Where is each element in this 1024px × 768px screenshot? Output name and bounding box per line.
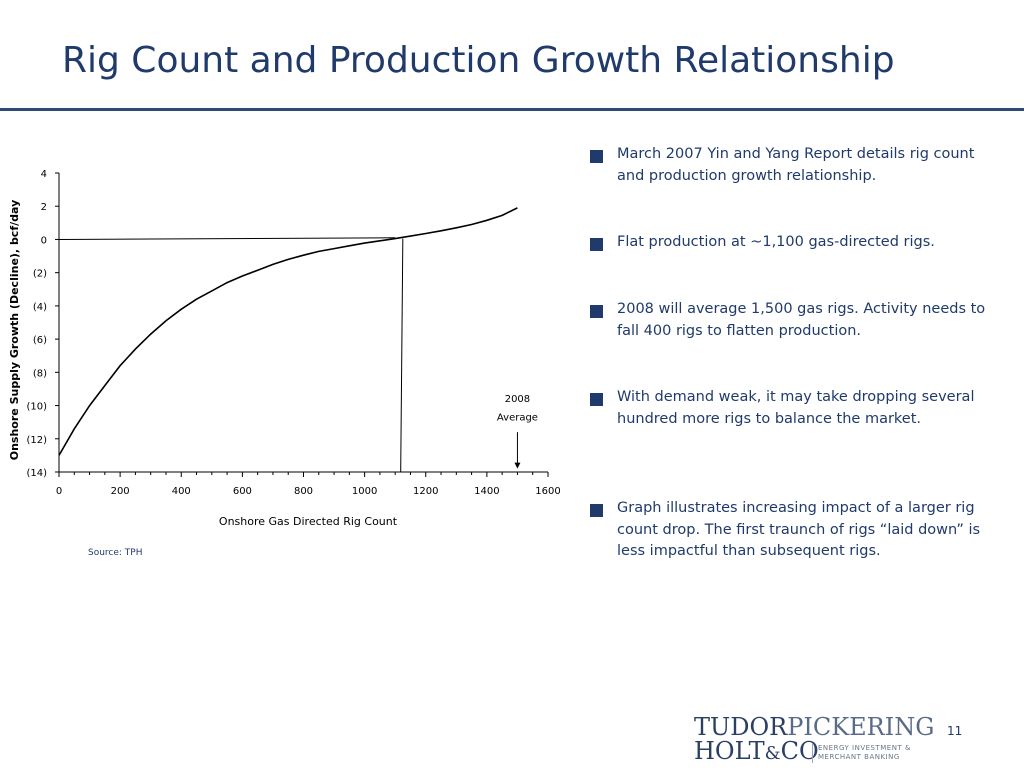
- x-tick-label: 1000: [352, 486, 377, 497]
- annotation-label: Average: [497, 413, 538, 424]
- y-tick-label: (10): [26, 402, 47, 413]
- y-tick-label: (12): [26, 435, 47, 446]
- logo-divider: [812, 743, 813, 763]
- square-bullet-icon: [590, 238, 603, 251]
- y-tick-label: (4): [33, 302, 47, 313]
- rig-count-chart: 4 2 0 (2) (4) (6) (8) (10) (12) (14) 0 200 400 600 800…: [8, 169, 561, 528]
- square-bullet-icon: [590, 305, 603, 318]
- bullet-item: Flat production at ~1,100 gas-directed r…: [590, 232, 1000, 254]
- y-tick-label: 4: [41, 169, 47, 180]
- annotation-label: 2008: [505, 394, 530, 405]
- y-tick-label: (8): [33, 368, 47, 379]
- bullet-text: Flat production at ~1,100 gas-directed r…: [617, 234, 935, 250]
- y-tick-label: 2: [41, 202, 47, 213]
- x-tick-label: 1600: [535, 486, 560, 497]
- y-tick-label: (6): [33, 335, 47, 346]
- bullet-text: March 2007 Yin and Yang Report details r…: [617, 146, 975, 184]
- logo-line-1: TUDORPICKERING: [694, 713, 935, 741]
- company-logo: TUDORPICKERING HOLT&CO ENERGY INVESTMENT…: [694, 713, 934, 765]
- bullet-text: Graph illustrates increasing impact of a…: [617, 500, 981, 559]
- x-tick-label: 1400: [474, 486, 499, 497]
- x-tick-label: 800: [294, 486, 313, 497]
- logo-line-2: HOLT&CO: [694, 737, 819, 765]
- y-tick-label: 0: [41, 235, 47, 246]
- x-tick-label: 200: [111, 486, 130, 497]
- square-bullet-icon: [590, 393, 603, 406]
- annotation-arrow-head: [514, 462, 521, 469]
- bullet-text: 2008 will average 1,500 gas rigs. Activi…: [617, 301, 986, 339]
- title-divider: [0, 108, 1024, 111]
- x-tick-label: 400: [172, 486, 191, 497]
- reference-line: [400, 238, 404, 473]
- bullet-item: With demand weak, it may take dropping s…: [590, 387, 1000, 430]
- bullet-text: With demand weak, it may take dropping s…: [617, 389, 975, 427]
- page-number: 11: [947, 724, 963, 738]
- x-axis-label: Onshore Gas Directed Rig Count: [219, 515, 398, 528]
- y-tick-label: (2): [33, 269, 47, 280]
- square-bullet-icon: [590, 504, 603, 517]
- x-tick-label: 600: [233, 486, 252, 497]
- bullet-item: 2008 will average 1,500 gas rigs. Activi…: [590, 299, 1000, 342]
- bullet-item: Graph illustrates increasing impact of a…: [590, 498, 1000, 563]
- chart-source-note: Source: TPH: [88, 548, 143, 558]
- slide-title: Rig Count and Production Growth Relation…: [62, 40, 895, 81]
- logo-tagline: ENERGY INVESTMENT & MERCHANT BANKING: [818, 744, 911, 761]
- y-tick-label: (14): [26, 468, 47, 479]
- square-bullet-icon: [590, 150, 603, 163]
- x-tick-label: 0: [56, 486, 62, 497]
- supply-growth-curve: [58, 207, 518, 456]
- reference-line: [58, 237, 396, 240]
- y-axis-label: Onshore Supply Growth (Decline), bcf/day: [8, 200, 21, 461]
- bullet-item: March 2007 Yin and Yang Report details r…: [590, 144, 1000, 187]
- x-tick-label: 1200: [413, 486, 438, 497]
